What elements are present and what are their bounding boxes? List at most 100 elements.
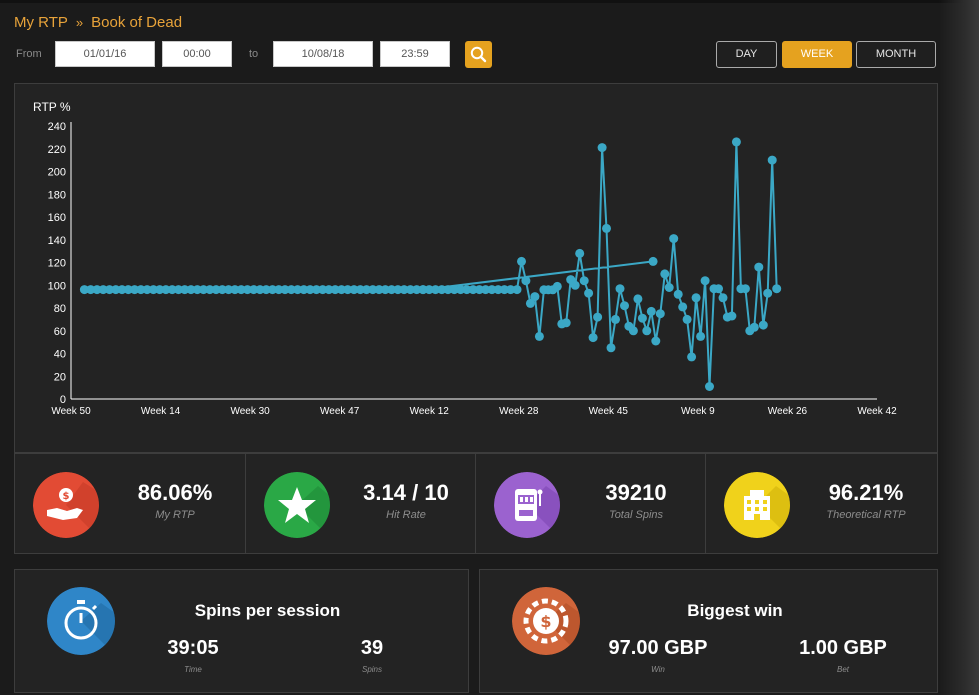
- rtp-data-point: [633, 294, 643, 304]
- svg-text:$: $: [540, 612, 551, 631]
- y-tick-label: 240: [48, 121, 66, 133]
- rtp-data-point: [669, 234, 679, 244]
- rtp-data-point: [593, 312, 603, 322]
- y-tick-label: 120: [48, 258, 66, 270]
- casino-building-icon: [724, 472, 790, 538]
- slot-machine-icon: [494, 472, 560, 538]
- rtp-data-point: [180, 285, 190, 295]
- rtp-data-point: [499, 285, 509, 295]
- rtp-data-point: [749, 322, 759, 332]
- rtp-data-point: [534, 331, 544, 341]
- breadcrumb-my-rtp[interactable]: My RTP: [14, 14, 68, 31]
- rtp-data-point: [324, 285, 334, 295]
- rtp-data-point: [615, 284, 625, 294]
- x-tick-label: Week 47: [320, 406, 360, 417]
- total-spins-label: Total Spins: [608, 509, 664, 521]
- x-tick-label: Week 30: [230, 406, 270, 417]
- rtp-data-point: [362, 285, 371, 295]
- rtp-data-point: [552, 281, 562, 291]
- rtp-data-point: [86, 285, 96, 295]
- rtp-data-point: [330, 285, 340, 295]
- rtp-data-point: [682, 314, 692, 324]
- rtp-data-point: [673, 289, 683, 299]
- session-time-label: Time: [184, 665, 202, 674]
- my-rtp-label: My RTP: [155, 509, 195, 521]
- rtp-data-point: [167, 285, 177, 295]
- rtp-data-point: [570, 280, 580, 290]
- rtp-data-point: [506, 285, 516, 295]
- rtp-data-point: [337, 285, 346, 295]
- rtp-data-point: [525, 298, 535, 308]
- to-label: to: [249, 48, 259, 60]
- rtp-data-point: [236, 285, 246, 295]
- rtp-data-point: [274, 285, 284, 295]
- spins-per-session-panel: Spins per session 39:05 Time 39 Spins: [14, 569, 469, 693]
- stat-my-rtp: $ 86.06% My RTP: [15, 454, 245, 553]
- period-day-button[interactable]: DAY: [716, 41, 777, 68]
- rtp-data-point: [424, 285, 434, 295]
- rtp-data-point: [105, 285, 114, 295]
- rtp-data-point: [374, 285, 384, 295]
- rtp-data-point: [255, 285, 265, 295]
- rtp-data-point: [431, 285, 440, 295]
- rtp-data-point: [758, 320, 768, 330]
- top-border: [0, 0, 979, 3]
- period-month-button[interactable]: MONTH: [856, 41, 936, 68]
- stat-total-spins: 39210 Total Spins: [475, 454, 705, 553]
- rtp-data-point: [142, 285, 152, 295]
- rtp-data-point: [664, 283, 674, 292]
- y-tick-label: 40: [54, 349, 66, 361]
- rtp-data-point: [731, 137, 741, 147]
- from-time-input[interactable]: 00:00: [162, 41, 232, 67]
- rtp-data-point: [249, 285, 259, 295]
- rtp-data-point: [468, 285, 478, 295]
- rtp-data-point: [584, 288, 594, 298]
- from-label: From: [16, 48, 42, 60]
- rtp-data-point: [611, 314, 620, 324]
- rtp-data-point: [763, 288, 773, 298]
- rtp-data-point: [393, 285, 403, 295]
- rtp-data-point: [493, 285, 503, 295]
- rtp-data-point: [155, 285, 165, 295]
- rtp-data-point: [293, 285, 303, 295]
- y-tick-label: 140: [48, 235, 66, 247]
- rtp-data-point: [349, 285, 359, 295]
- rtp-data-point: [399, 285, 409, 295]
- rtp-data-point: [443, 285, 453, 295]
- session-spins-value: 39: [360, 637, 384, 659]
- rtp-data-point: [700, 276, 710, 286]
- to-date-input[interactable]: 10/08/18: [273, 41, 373, 67]
- breadcrumb: My RTP » Book of Dead: [14, 14, 182, 31]
- y-tick-label: 200: [48, 167, 66, 179]
- rtp-data-point: [575, 248, 585, 258]
- rtp-data-point: [318, 285, 328, 295]
- x-tick-label: Week 9: [681, 406, 715, 417]
- rtp-data-point: [136, 285, 146, 295]
- rtp-data-point: [474, 285, 484, 295]
- period-week-button[interactable]: WEEK: [782, 41, 852, 68]
- theoretical-rtp-value: 96.21%: [828, 480, 904, 505]
- rtp-data-point: [687, 352, 697, 362]
- rtp-data-point: [481, 285, 491, 295]
- biggest-win-panel: $ Biggest win 97.00 GBP Win 1.00 GBP Bet: [479, 569, 938, 693]
- rtp-data-point: [199, 285, 208, 295]
- rtp-data-point: [211, 285, 221, 295]
- rtp-data-point: [521, 276, 531, 286]
- rtp-data-point: [767, 155, 777, 165]
- rtp-data-point: [449, 285, 459, 295]
- rtp-data-point: [561, 318, 571, 328]
- rtp-data-point: [660, 269, 670, 279]
- from-date-input[interactable]: 01/01/16: [55, 41, 155, 67]
- rtp-data-point: [123, 285, 133, 295]
- rtp-data-point: [628, 326, 638, 336]
- rtp-data-point: [280, 285, 290, 295]
- rtp-data-point: [355, 285, 365, 295]
- rtp-data-point: [368, 285, 378, 295]
- rtp-series-line: [84, 140, 778, 388]
- rtp-data-point: [161, 285, 171, 295]
- search-button[interactable]: [465, 41, 492, 68]
- to-time-input[interactable]: 23:59: [380, 41, 450, 67]
- rtp-data-point: [117, 285, 127, 295]
- money-hand-icon: $: [33, 472, 99, 538]
- star-icon: [264, 472, 330, 538]
